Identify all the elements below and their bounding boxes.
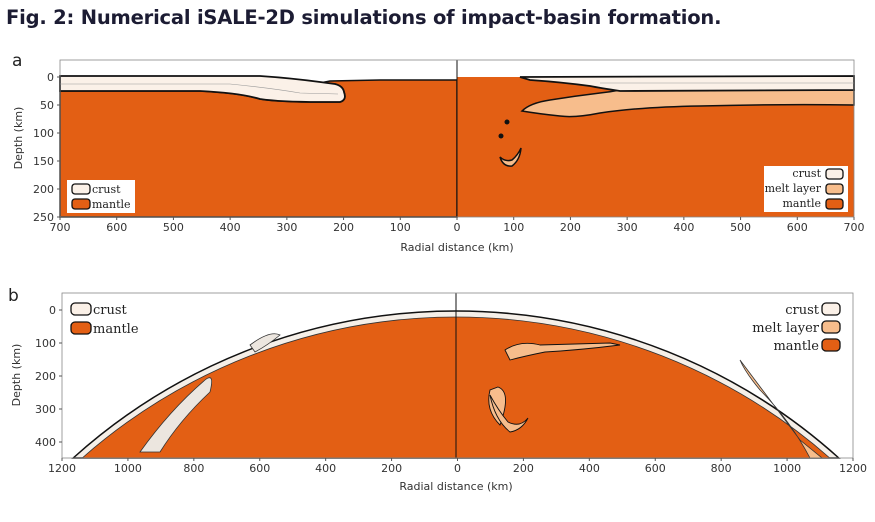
x-tick-label: 0 [454,221,461,234]
x-tick-label: 400 [579,462,600,475]
panel-b-ylabel: Depth (km) [10,344,23,407]
y-tick-label: 50 [40,99,54,112]
x-tick-label: 100 [390,221,411,234]
legend-swatch-mantle [825,198,844,210]
y-tick-label: 200 [33,183,54,196]
x-tick-label: 300 [276,221,297,234]
x-tick-label: 1000 [114,462,142,475]
y-tick-label: 150 [33,155,54,168]
legend-swatch-mantle [821,338,841,352]
x-tick-label: 600 [787,221,808,234]
legend-swatch-crust [71,183,91,195]
legend-swatch-melt [821,320,841,334]
x-tick-label: 400 [220,221,241,234]
y-tick-label: 0 [49,304,56,317]
legend-label: mantle [782,197,821,210]
x-tick-label: 800 [183,462,204,475]
y-tick-label: 100 [35,337,56,350]
legend-label: melt layer [752,321,819,336]
panel-a-fragment [498,133,504,139]
y-tick-label: 100 [33,127,54,140]
panel-b-xlabel: Radial distance (km) [399,480,512,493]
y-tick-label: 400 [35,436,56,449]
x-tick-label: 200 [333,221,354,234]
x-tick-label: 700 [844,221,865,234]
panel-a-fragment [504,119,510,125]
panel-b-left-crust-fragment [249,333,281,353]
panel-a-left-crust [59,75,346,103]
x-tick-label: 1200 [839,462,867,475]
legend-swatch-crust [70,302,92,316]
x-tick-label: 600 [249,462,270,475]
x-tick-label: 500 [730,221,751,234]
x-tick-label: 400 [673,221,694,234]
x-tick-label: 600 [645,462,666,475]
legend-label: crust [93,303,128,318]
panel-a-legend-left: crust mantle [67,180,135,213]
panel-a-legend-right: crust melt layer mantle [764,166,848,212]
panel-b-right-melt [739,359,824,459]
panel-b-legend-right: crust melt layer mantle [752,302,841,354]
x-tick-label: 300 [617,221,638,234]
y-tick-label: 200 [35,370,56,383]
x-tick-label: 600 [106,221,127,234]
legend-swatch-mantle [71,198,91,210]
x-tick-label: 200 [513,462,534,475]
x-tick-label: 200 [381,462,402,475]
legend-label: melt layer [765,182,822,195]
legend-swatch-crust [821,302,841,316]
panel-a-ylabel: Depth (km) [12,107,25,170]
panel-a-right-crust [519,75,855,92]
legend-label: crust [792,167,821,180]
legend-label: mantle [92,198,131,211]
x-tick-label: 500 [163,221,184,234]
x-tick-label: 100 [503,221,524,234]
x-tick-label: 200 [560,221,581,234]
legend-swatch-crust [825,168,844,180]
panel-b-left-crust-fragment [139,377,213,453]
panel-b-legend-left: crust mantle [70,302,139,337]
panel-a-right-melt [520,89,855,118]
legend-swatch-mantle [70,321,92,335]
legend-label: mantle [93,322,139,337]
x-tick-label: 800 [711,462,732,475]
legend-label: crust [785,303,820,318]
legend-label: crust [92,183,121,196]
panel-a-fragment [499,147,522,167]
panel-a-label: a [12,51,22,71]
panel-a: a crust mantle crust melt layer mantle [12,51,865,254]
y-tick-label: 250 [33,211,54,224]
figure-title: Fig. 2: Numerical iSALE-2D simulations o… [6,6,722,29]
panel-b: b crust mantle crust melt layer mantle 1… [8,286,867,493]
y-tick-label: 300 [35,403,56,416]
legend-swatch-melt [825,183,844,195]
legend-label: mantle [773,339,819,354]
panel-a-xlabel: Radial distance (km) [400,241,513,254]
panel-a-left-crust-layer-line [60,83,339,95]
panel-b-label: b [8,286,19,306]
x-tick-label: 400 [315,462,336,475]
x-tick-label: 0 [454,462,461,475]
panel-b-melt-fragment [504,342,621,361]
x-tick-label: 700 [50,221,71,234]
panel-b-melt-fragment [489,394,529,433]
x-tick-label: 1000 [773,462,801,475]
x-tick-label: 1200 [48,462,76,475]
y-tick-label: 0 [47,71,54,84]
